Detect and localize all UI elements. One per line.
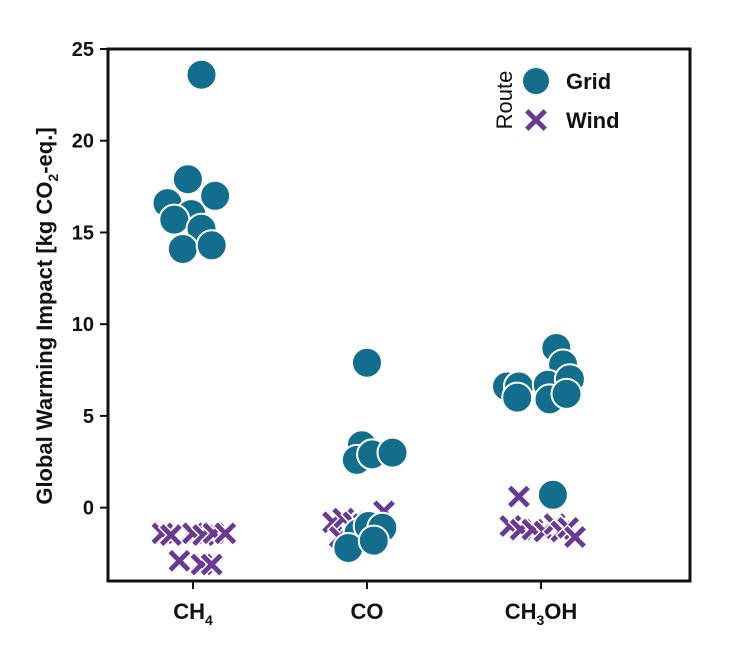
legend-grid-label: Grid bbox=[566, 69, 611, 94]
x-category-main: CO bbox=[351, 599, 384, 624]
y-axis-title: Global Warming Impact [kg CO2-eq.] bbox=[32, 127, 61, 504]
legend-wind-marker bbox=[522, 106, 550, 134]
grid-point bbox=[171, 163, 204, 196]
y-tick-label: 0 bbox=[83, 498, 94, 520]
grid-point bbox=[550, 377, 583, 410]
wind-point bbox=[212, 520, 239, 547]
legend: Route Grid Wind bbox=[492, 66, 620, 134]
y-tick-label: 5 bbox=[83, 406, 94, 428]
y-axis: 0 5 10 15 20 25 bbox=[72, 39, 108, 520]
legend-title: Route bbox=[492, 71, 517, 130]
x-category-label: CO bbox=[351, 599, 384, 624]
grid-point bbox=[199, 179, 232, 212]
grid-point bbox=[536, 478, 569, 511]
x-category-main: CH bbox=[505, 599, 537, 624]
wind-point bbox=[157, 522, 184, 549]
plot-frame bbox=[106, 47, 692, 583]
legend-wind-label: Wind bbox=[566, 108, 620, 133]
x-category-main: CH bbox=[173, 599, 205, 624]
grid-point bbox=[351, 346, 383, 379]
grid-point bbox=[376, 436, 409, 469]
y-tick-label: 10 bbox=[72, 314, 94, 336]
y-tick-label: 25 bbox=[72, 39, 94, 61]
plot-area bbox=[149, 58, 589, 578]
grid-point bbox=[501, 381, 534, 414]
grid-point bbox=[166, 233, 199, 265]
x-category-sub: 3 bbox=[536, 612, 544, 628]
x-category-label: CH4 bbox=[173, 599, 213, 628]
x-category-tail: OH bbox=[544, 599, 577, 624]
grid-point bbox=[185, 58, 218, 91]
wind-point bbox=[166, 547, 193, 574]
grid-point bbox=[195, 229, 228, 262]
wind-point bbox=[505, 483, 532, 510]
y-tick-label: 20 bbox=[72, 131, 94, 153]
x-axis: CH4 CO CH3OH bbox=[173, 581, 577, 628]
x-category-label: CH3OH bbox=[505, 599, 578, 628]
x-category-sub: 4 bbox=[205, 612, 213, 628]
wind-point bbox=[561, 523, 589, 551]
legend-grid-marker bbox=[521, 66, 551, 96]
grid-point bbox=[158, 203, 191, 236]
wind-point bbox=[198, 551, 225, 578]
y-tick-label: 15 bbox=[72, 222, 94, 244]
grid-point bbox=[357, 524, 390, 557]
